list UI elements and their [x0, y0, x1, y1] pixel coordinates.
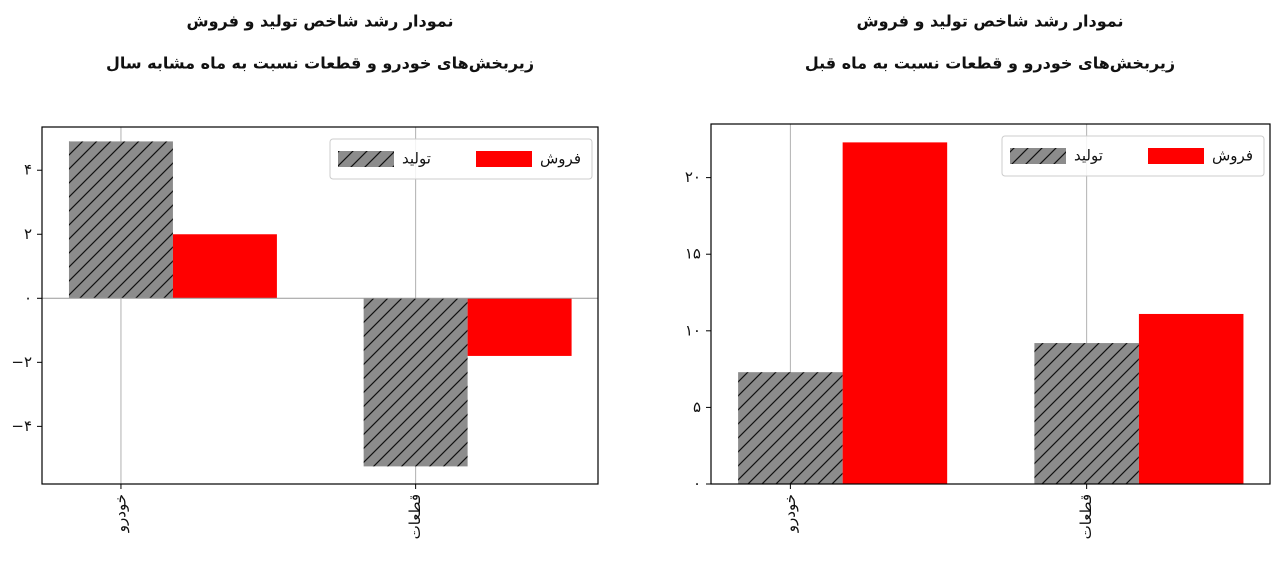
x-tick-label: خودرو	[781, 494, 799, 533]
legend-label: فروش	[1212, 147, 1253, 165]
chart-subtitle: زیربخش‌های خودرو و قطعات نسبت به ماه مشا…	[106, 54, 534, 73]
y-tick-label: ۵	[693, 398, 701, 416]
chart-title: نمودار رشد شاخص تولید و فروش	[186, 12, 453, 31]
legend-box	[329, 138, 593, 180]
plot-frame	[710, 123, 1271, 485]
legend-swatch	[476, 151, 532, 167]
bar	[1034, 343, 1139, 484]
bar	[363, 298, 468, 467]
bar	[68, 141, 173, 299]
legend-box	[1001, 135, 1265, 177]
bar	[467, 298, 572, 356]
bar	[842, 142, 948, 484]
bar	[172, 234, 277, 299]
legend-label: فروش	[540, 150, 581, 168]
y-tick-label: −۲	[11, 353, 32, 371]
y-tick-label: ۰	[24, 289, 32, 307]
x-tick-label: قطعات	[406, 494, 424, 539]
legend-label: تولید	[402, 150, 431, 168]
x-tick-label: خودرو	[111, 494, 129, 533]
y-tick-label: −۴	[11, 417, 32, 435]
legend-label: تولید	[1074, 147, 1103, 165]
chart-subtitle: زیربخش‌های خودرو و قطعات نسبت به ماه قبل	[805, 54, 1175, 73]
y-tick-label: ۲۰	[685, 168, 701, 186]
x-tick-label: قطعات	[1077, 494, 1095, 539]
y-tick-label: ۴	[24, 161, 32, 179]
y-tick-label: ۱۰	[685, 321, 701, 339]
bar	[1138, 313, 1244, 484]
legend-swatch	[1010, 148, 1066, 164]
y-tick-label: ۰	[693, 475, 701, 493]
plot-frame	[41, 126, 599, 485]
bar	[738, 372, 843, 484]
y-tick-label: ۲	[24, 225, 32, 243]
y-tick-label: ۱۵	[685, 245, 701, 263]
legend-swatch	[338, 151, 394, 167]
chart-title: نمودار رشد شاخص تولید و فروش	[856, 12, 1123, 31]
legend-swatch	[1148, 148, 1204, 164]
